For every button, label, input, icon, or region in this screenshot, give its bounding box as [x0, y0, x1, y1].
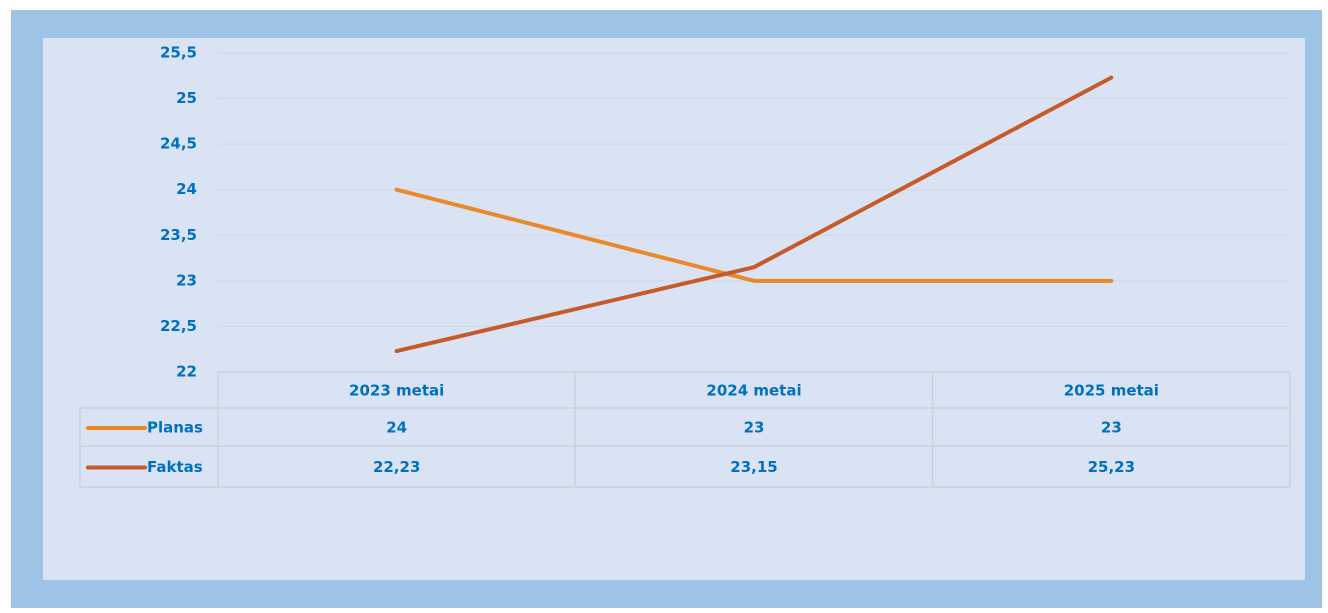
series-line	[394, 75, 1114, 354]
x-tick-label: 2024 metai	[706, 382, 801, 400]
series-line	[394, 187, 1114, 283]
y-tick-label: 25,5	[160, 44, 197, 62]
panel	[43, 38, 1305, 580]
y-tick-label: 22	[176, 363, 197, 381]
y-tick-label: 24	[176, 180, 197, 198]
x-tick-label: 2023 metai	[349, 382, 444, 400]
y-tick-label: 23,5	[160, 226, 197, 244]
table-value: 23	[1101, 419, 1122, 437]
legend-label: Faktas	[147, 458, 203, 476]
table-value: 23	[744, 419, 765, 437]
y-tick-label: 25	[176, 89, 197, 107]
legend-label: Planas	[147, 419, 203, 437]
y-tick-label: 22,5	[160, 317, 197, 335]
table-value: 23,15	[730, 458, 777, 476]
y-tick-label: 24,5	[160, 135, 197, 153]
table-value: 25,23	[1088, 458, 1135, 476]
table-value: 24	[386, 419, 407, 437]
y-tick-label: 23	[176, 271, 197, 289]
table-value: 22,23	[373, 458, 420, 476]
x-tick-label: 2025 metai	[1064, 382, 1159, 400]
